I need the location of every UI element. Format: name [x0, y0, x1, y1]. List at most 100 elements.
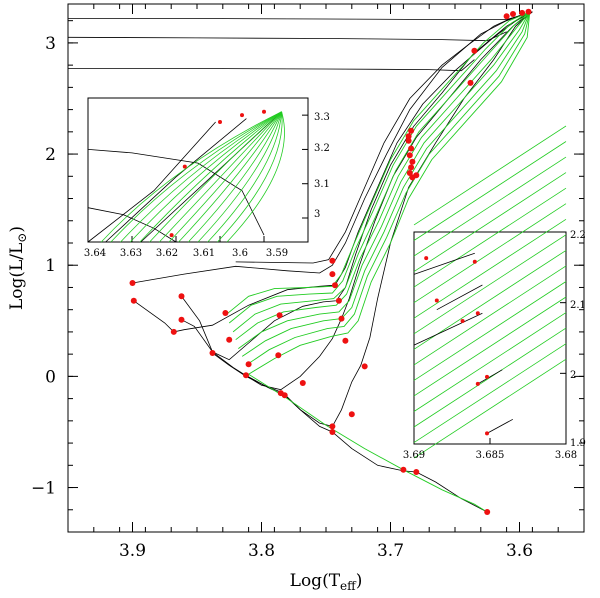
y-axis-title: Log(L/L⊙) — [7, 226, 29, 310]
inset1-marker — [240, 113, 244, 118]
track-point-marker — [170, 328, 177, 335]
x-tick-label: 3.9 — [119, 541, 146, 561]
track-point-marker — [329, 257, 336, 264]
track-point-marker — [484, 509, 491, 515]
track-point-marker — [413, 469, 420, 475]
inset1-black-track — [87, 207, 177, 243]
track-point-marker — [243, 372, 249, 379]
track-point-marker — [178, 316, 185, 323]
track-point-marker — [329, 423, 336, 430]
x-axis-title: Log(Teff) — [290, 571, 363, 593]
track-point-marker — [525, 8, 532, 15]
series-line-horizontal-3 — [68, 59, 475, 72]
inset2-green-track — [413, 358, 567, 459]
main-series — [67, 11, 533, 513]
inset1-y-tick-label: 3 — [314, 209, 320, 220]
inset2-black-track — [413, 252, 475, 275]
y-tick-label: −1 — [31, 479, 56, 499]
inset-top-left-tracks — [87, 109, 309, 243]
series-line-green-8 — [248, 11, 531, 375]
inset2-green-track — [413, 281, 567, 381]
track-point-marker — [129, 280, 136, 286]
y-tick-label: 0 — [45, 367, 56, 387]
inset1-green-track — [110, 111, 282, 243]
inset1-green-track — [120, 111, 282, 243]
track-point-marker — [178, 293, 185, 300]
track-point-marker — [400, 466, 407, 473]
inset-top-left: 3.64 3.63 3.62 3.61 3.6 3.59 3.3 3.2 3.1… — [84, 97, 330, 259]
track-point-marker — [222, 310, 229, 316]
track-point-marker — [342, 337, 349, 344]
inset2-marker — [475, 381, 480, 386]
inset2-green-track — [413, 234, 567, 335]
inset1-black-track — [105, 118, 247, 243]
inset1-marker — [218, 120, 222, 124]
inset1-green-track — [197, 111, 282, 243]
x-tick-label: 3.6 — [506, 541, 533, 561]
track-point-marker — [471, 47, 478, 54]
inset2-marker — [434, 298, 439, 303]
series-line-track-4 — [181, 12, 530, 361]
track-point-marker — [413, 172, 420, 179]
inset2-green-track — [413, 265, 567, 366]
inset2-x-tick-label: 3.685 — [476, 450, 505, 461]
inset-bottom-right: 3.69 3.685 3.68 2.2 2.1 2 1.9 — [403, 125, 586, 461]
series-line-green-4 — [235, 11, 531, 341]
inset2-green-track — [413, 327, 567, 428]
track-point-marker — [510, 11, 516, 17]
track-point-marker — [275, 352, 282, 359]
track-point-marker — [332, 282, 338, 289]
inset2-green-track — [413, 312, 567, 412]
inset2-green-track — [413, 296, 567, 397]
inset1-y-tick-label: 3.2 — [314, 143, 330, 154]
inset2-black-track — [477, 369, 503, 385]
track-point-marker — [348, 411, 355, 418]
inset1-x-tick-label: 3.63 — [120, 248, 142, 259]
inset1-green-track — [149, 111, 282, 243]
inset2-marker — [472, 259, 477, 264]
inset2-x-tick-label: 3.68 — [555, 450, 577, 461]
x-tick-label: 3.8 — [248, 541, 275, 561]
inset2-y-tick-label: 2.1 — [570, 300, 586, 311]
series-line-green-5 — [238, 11, 531, 349]
series-line-green-6 — [241, 11, 531, 357]
inset1-green-track — [168, 111, 282, 243]
series-line-green-1 — [225, 11, 530, 316]
inset2-green-track — [413, 343, 567, 443]
track-point-marker — [408, 164, 415, 171]
inset2-green-track — [413, 156, 567, 257]
series-line-horizontal-2 — [67, 31, 507, 42]
y-tick-label: 1 — [45, 256, 56, 276]
main-markers — [129, 8, 532, 515]
track-point-marker — [408, 127, 415, 134]
y-tick-label: 2 — [45, 145, 56, 165]
inset1-green-track — [207, 111, 282, 243]
track-point-marker — [335, 297, 342, 304]
series-line-green-2 — [228, 11, 531, 324]
track-point-marker — [245, 361, 252, 368]
track-point-marker — [281, 392, 288, 399]
inset1-green-track — [217, 111, 283, 243]
series-line-track-2 — [132, 13, 524, 284]
track-point-marker — [329, 429, 336, 435]
track-point-marker — [329, 271, 336, 278]
track-point-marker — [467, 79, 474, 86]
inset1-green-track — [178, 111, 282, 243]
inset2-black-track — [486, 418, 513, 434]
track-point-marker — [503, 13, 510, 20]
y-tick-label: 3 — [45, 34, 56, 54]
inset2-x-tick-label: 3.69 — [403, 450, 425, 461]
inset2-green-track — [413, 187, 567, 288]
inset2-green-track — [413, 125, 567, 226]
main-ticks — [67, 4, 585, 533]
inset1-green-track — [129, 111, 282, 243]
inset1-x-tick-label: 3.6 — [232, 248, 248, 259]
inset1-x-tick-label: 3.61 — [193, 248, 215, 259]
track-point-marker — [519, 9, 526, 16]
series-line-green-7 — [245, 11, 531, 366]
series-line-track-6 — [212, 11, 533, 427]
track-point-marker — [361, 363, 368, 370]
inset2-marker — [485, 431, 489, 436]
inset1-marker — [262, 109, 266, 114]
